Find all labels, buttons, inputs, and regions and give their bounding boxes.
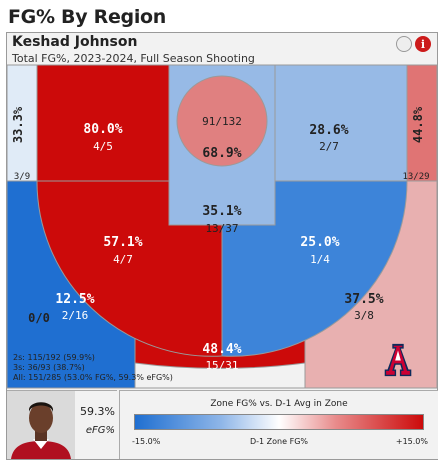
- label-restricted-area-pct: 68.9%: [202, 146, 241, 161]
- shot-chart-card: Keshad Johnson Total FG%, 2023-2024, Ful…: [6, 32, 438, 460]
- label-paint-attempts: 13/37: [205, 222, 238, 235]
- label-right-corner-three-attempts: 13/29: [402, 172, 429, 182]
- label-right-wing-three-pct: 37.5%: [344, 292, 383, 307]
- info-icon[interactable]: i: [415, 36, 431, 52]
- zone-right-elbow-mid: [221, 180, 408, 357]
- efg-label: eFG%: [85, 425, 115, 436]
- label-left-corner-three-pct: 33.3%: [11, 106, 25, 143]
- label-right-elbow-mid-attempts: 1/4: [310, 253, 330, 266]
- legend-title: Zone FG% vs. D-1 Avg in Zone: [210, 399, 348, 409]
- label-paint-pct: 35.1%: [202, 204, 241, 219]
- note-threes: 3s: 36/93 (38.7%): [13, 363, 85, 372]
- color-legend: Zone FG% vs. D-1 Avg in Zone -15.0% D-1 …: [119, 390, 438, 459]
- zone-restricted-area: [176, 75, 268, 167]
- label-left-wing-three-pct: 12.5%: [55, 292, 94, 307]
- legend-max-label: +15.0%: [395, 437, 428, 446]
- legend-min-label: -15.0%: [132, 437, 161, 446]
- team-logo: [384, 343, 412, 377]
- legend-gradient-bar: [134, 414, 424, 430]
- shooting-notes: 2s: 115/192 (59.9%) 3s: 36/93 (38.7%) Al…: [13, 353, 173, 383]
- label-left-wing-long-two-pct: 80.0%: [83, 122, 122, 137]
- player-photo: [7, 390, 76, 459]
- label-right-wing-long-two-attempts: 2/7: [319, 140, 339, 153]
- court-heatmap: 80.0% 4/5 28.6% 2/7 91/132 68.9% 35.1% 13/37 57.…: [7, 64, 437, 389]
- efg-panel: 59.3% eFG%: [75, 390, 117, 459]
- page-title: FG% By Region: [8, 6, 167, 28]
- label-top-key-three-pct: 48.4%: [202, 342, 241, 357]
- chart-subtitle: Total FG%, 2023-2024, Full Season Shooti…: [12, 52, 255, 65]
- note-all: All: 151/285 (53.0% FG%, 59.3% eFG%): [13, 373, 173, 382]
- toggle-circle-icon[interactable]: [396, 36, 412, 52]
- label-left-elbow-mid-attempts: 4/7: [113, 253, 133, 266]
- label-top-key-three-attempts: 15/31: [205, 359, 238, 372]
- efg-value: 59.3%: [80, 405, 115, 418]
- label-left-wing-three-attempts: 2/16: [62, 309, 89, 322]
- label-right-elbow-mid-pct: 25.0%: [300, 235, 339, 250]
- label-right-corner-three-pct: 44.8%: [411, 106, 425, 143]
- label-left-wing-long-two-attempts: 4/5: [93, 140, 113, 153]
- label-restricted-area-attempts: 91/132: [202, 115, 242, 128]
- player-avatar-icon: [7, 391, 75, 459]
- player-name: Keshad Johnson: [12, 34, 138, 50]
- zone-left-elbow-mid: [36, 180, 223, 357]
- note-twos: 2s: 115/192 (59.9%): [13, 353, 95, 362]
- header-icons: i: [396, 36, 431, 52]
- label-left-corner-three-attempts: 3/9: [14, 172, 30, 182]
- label-deep-attempts: 0/0: [28, 311, 50, 325]
- label-left-elbow-mid-pct: 57.1%: [103, 235, 142, 250]
- label-right-wing-long-two-pct: 28.6%: [309, 123, 348, 138]
- label-right-wing-three-attempts: 3/8: [354, 309, 374, 322]
- legend-mid-label: D-1 Zone FG%: [250, 437, 308, 446]
